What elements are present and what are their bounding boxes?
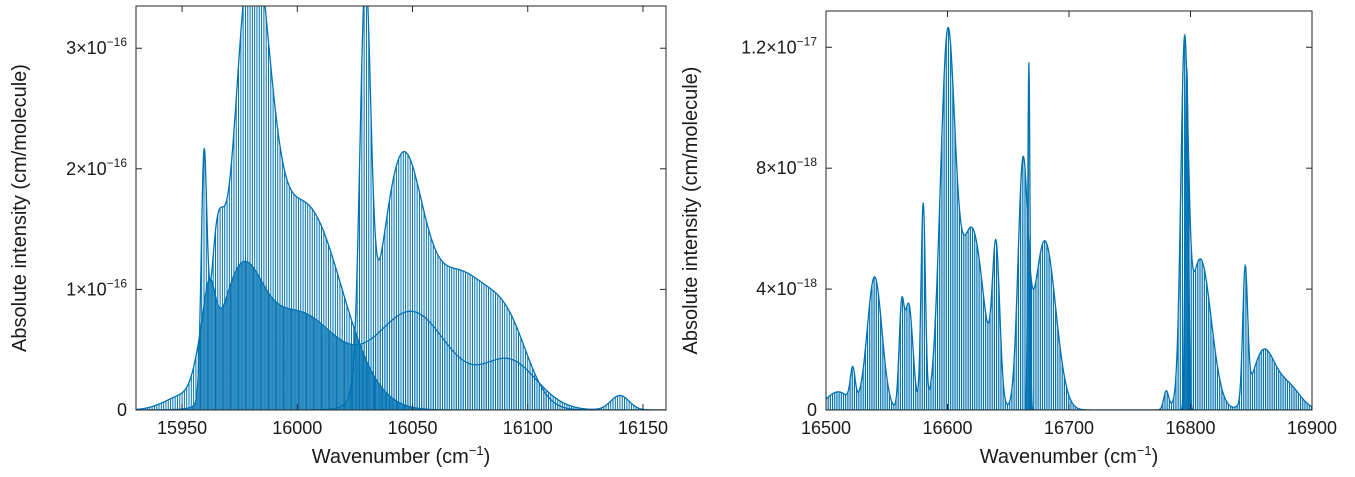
y-tick-label: 8×10−18 <box>756 155 817 178</box>
spectrum <box>826 26 1312 410</box>
plot-frame <box>135 5 667 411</box>
x-tick-label: 16500 <box>801 418 851 438</box>
x-tick-label: 16700 <box>1044 418 1094 438</box>
x-tick-label: 16100 <box>503 418 553 438</box>
y-tick-label: 3×10−16 <box>66 35 127 58</box>
x-axis-label: Wavenumber (cm−1) <box>312 443 491 468</box>
x-tick-label: 16150 <box>618 418 668 438</box>
y-tick-label: 2×10−16 <box>66 156 127 179</box>
x-tick-label: 15950 <box>157 418 207 438</box>
spectrum-envelope-band-a <box>136 6 666 410</box>
spectrum-envelope-base <box>136 260 666 410</box>
spectrum-envelope-base <box>826 26 1312 410</box>
spectrum-band-base <box>826 27 1312 410</box>
y-tick-label: 0 <box>807 400 817 420</box>
right-spectrum-panel: 16500 16600 16700 16800 16900 0 4×10−18 8×10−18… <box>680 10 1337 468</box>
x-axis-label: Wavenumber (cm−1) <box>980 443 1159 468</box>
y-tick-label: 0 <box>117 400 127 420</box>
x-tick-label: 16900 <box>1287 418 1337 438</box>
y-tick-label: 4×10−18 <box>756 276 817 299</box>
x-tick-label: 16050 <box>387 418 437 438</box>
y-axis-label: Absolute intensity (cm/molecule) <box>9 64 31 352</box>
y-tick-label: 1.2×10−17 <box>741 34 817 57</box>
x-tick-label: 16000 <box>272 418 322 438</box>
left-spectrum-panel: 15950 16000 16050 16100 16150 0 1×10−16 2×10−16… <box>9 5 668 468</box>
x-tick-label: 16600 <box>922 418 972 438</box>
x-tick-label: 16800 <box>1165 418 1215 438</box>
y-axis-label: Absolute intensity (cm/molecule) <box>680 67 702 355</box>
y-tick-label: 1×10−16 <box>66 276 127 299</box>
spectrum <box>136 6 666 410</box>
